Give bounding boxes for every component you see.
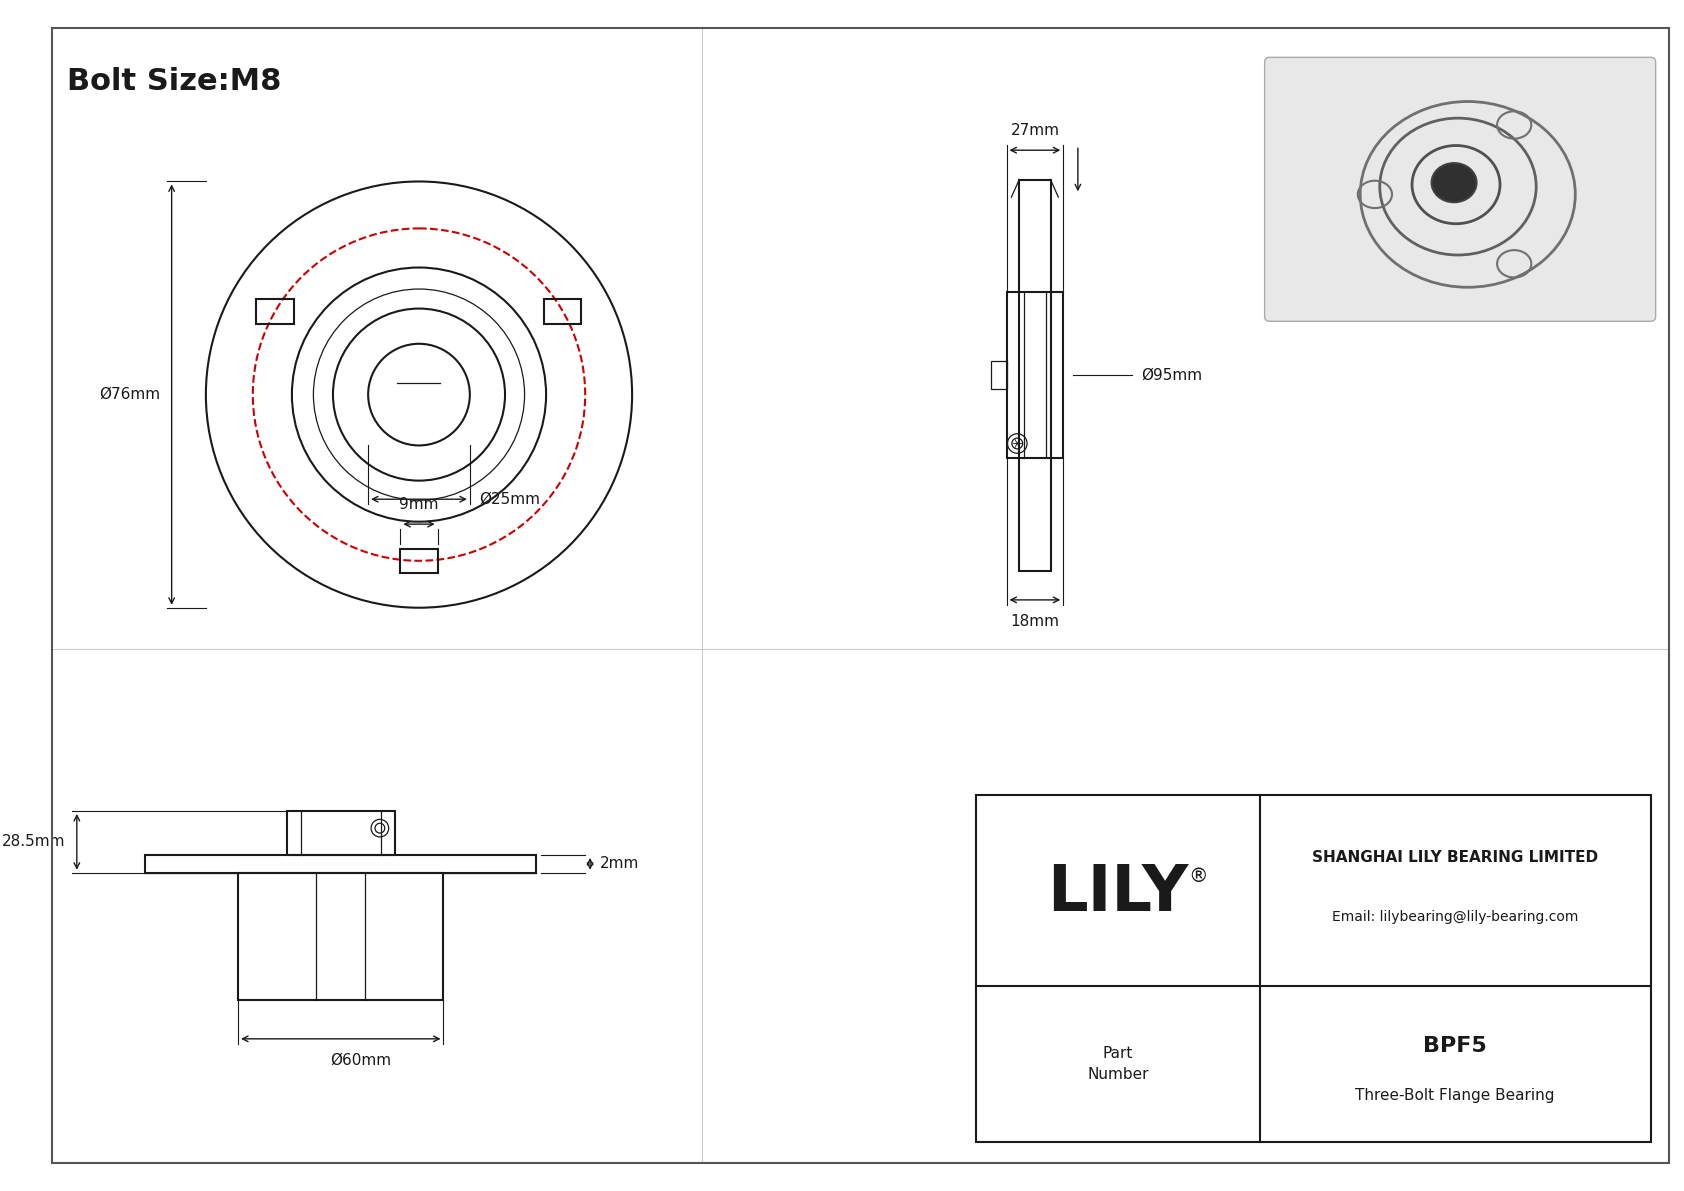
- Bar: [401, 549, 438, 573]
- Bar: [1019, 180, 1051, 570]
- Text: Email: lilybearing@lily-bearing.com: Email: lilybearing@lily-bearing.com: [1332, 910, 1578, 924]
- Text: Three-Bolt Flange Bearing: Three-Bolt Flange Bearing: [1356, 1089, 1554, 1103]
- Bar: [977, 796, 1650, 1142]
- Bar: [237, 873, 443, 999]
- Text: BPF5: BPF5: [1423, 1036, 1487, 1055]
- Ellipse shape: [1431, 163, 1477, 202]
- Text: 27mm: 27mm: [1010, 124, 1059, 138]
- Text: 2mm: 2mm: [600, 856, 640, 872]
- Text: 28.5mm: 28.5mm: [2, 835, 66, 849]
- Text: Bolt Size:M8: Bolt Size:M8: [67, 67, 281, 96]
- Text: SHANGHAI LILY BEARING LIMITED: SHANGHAI LILY BEARING LIMITED: [1312, 850, 1598, 866]
- Text: Ø25mm: Ø25mm: [480, 492, 541, 506]
- FancyBboxPatch shape: [1265, 57, 1655, 322]
- Text: Ø95mm: Ø95mm: [1142, 368, 1202, 382]
- Text: Ø76mm: Ø76mm: [99, 387, 160, 403]
- Text: Part
Number: Part Number: [1088, 1047, 1148, 1083]
- Text: Ø60mm: Ø60mm: [330, 1053, 391, 1067]
- Bar: [145, 855, 536, 873]
- Bar: [990, 361, 1007, 388]
- Bar: [544, 299, 581, 324]
- Text: ®: ®: [1189, 867, 1207, 886]
- Bar: [256, 299, 293, 324]
- Bar: [1007, 292, 1063, 459]
- Text: LILY: LILY: [1047, 861, 1189, 923]
- Bar: [286, 811, 394, 855]
- Text: 18mm: 18mm: [1010, 613, 1059, 629]
- Text: 9mm: 9mm: [399, 498, 440, 512]
